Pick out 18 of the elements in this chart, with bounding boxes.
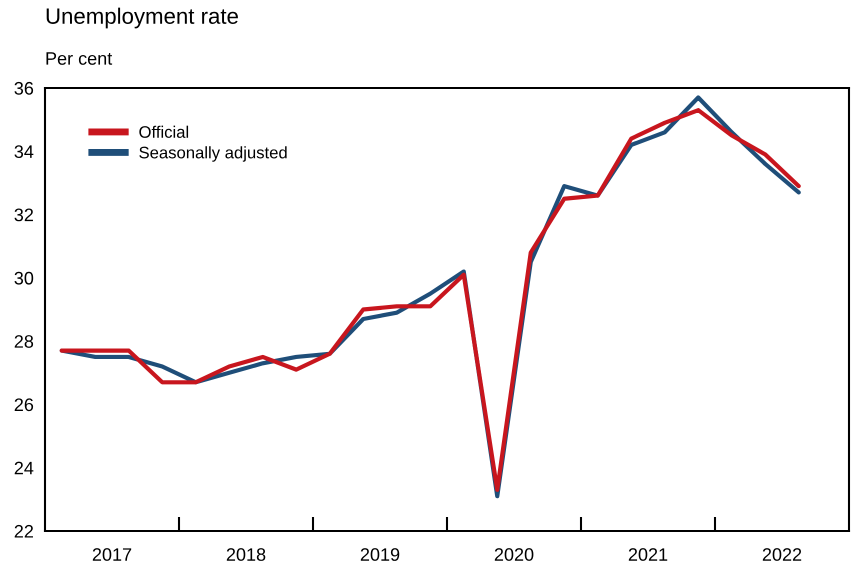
y-tick-label: 30 [14, 272, 34, 285]
y-tick-label: 24 [14, 462, 34, 474]
x-tick-label: 2017 [92, 548, 132, 561]
y-tick-label: 34 [14, 145, 34, 158]
y-tick-label: 22 [14, 524, 33, 538]
chart-title: Unemployment rate [46, 8, 238, 28]
x-tick-label: 2020 [494, 548, 534, 561]
y-axis-title: Per cent [46, 52, 112, 65]
y-tick-label: 36 [14, 82, 34, 95]
x-tick-label: 2022 [762, 548, 802, 561]
x-tick-label: 2021 [628, 548, 668, 561]
x-tick-label: 2018 [226, 548, 266, 561]
legend-label: Official [139, 126, 188, 138]
y-tick-label: 26 [14, 398, 34, 412]
y-tick-label: 28 [14, 335, 34, 348]
legend-label: Seasonally adjusted [139, 146, 287, 162]
y-tick-label: 32 [14, 208, 33, 222]
x-tick-label: 2019 [360, 548, 400, 561]
